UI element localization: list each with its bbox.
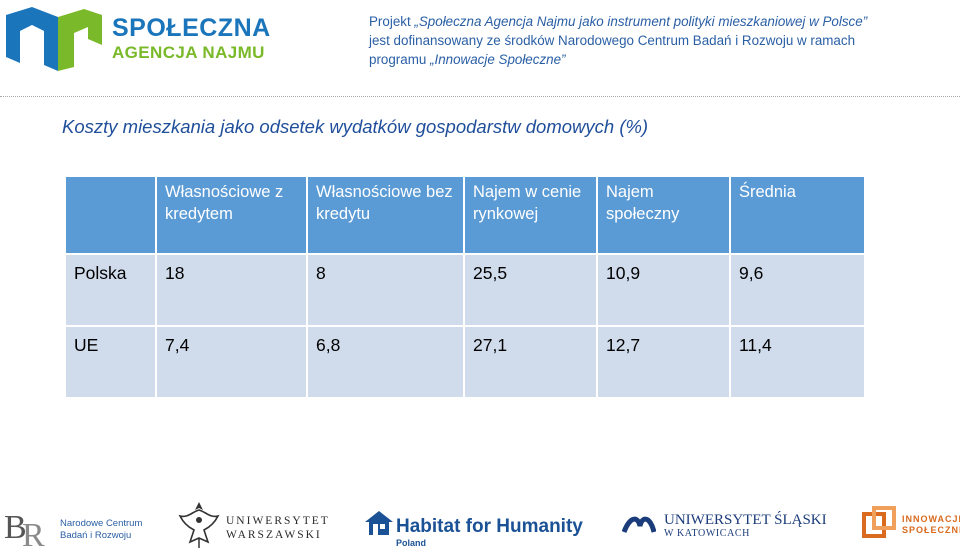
ncbr-logo-text: Narodowe Centrum Badań i Rozwoju: [60, 518, 142, 542]
table-cell: 10,9: [596, 253, 731, 327]
uw-line1: UNIWERSYTET: [226, 515, 330, 527]
project-info: Projekt „Społeczna Agencja Najmu jako in…: [369, 12, 899, 69]
logo-line1: SPOŁECZNA: [112, 14, 271, 42]
slide-title: Koszty mieszkania jako odsetek wydatków …: [62, 116, 649, 137]
logo-line2: AGENCJA NAJMU: [112, 43, 265, 62]
header-cell: Własnościowe bez kredytu: [306, 175, 465, 255]
project-prefix: Projekt: [369, 14, 415, 29]
header-divider: [0, 96, 960, 97]
us-logo-text: UNIWERSYTET ŚLĄSKI: [664, 512, 827, 528]
sna-logo-text: SPOŁECZNA AGENCJA NAJMU: [112, 14, 271, 63]
uw-eagle-icon: [176, 498, 222, 552]
svg-text:B: B: [4, 509, 27, 546]
header-cell: Najem w cenie rynkowej: [463, 175, 598, 255]
us-logo-subtext: W KATOWICACH: [664, 528, 750, 539]
table-row: Polska 18 8 25,5 10,9 9,6: [64, 253, 866, 327]
data-table: Własnościowe z kredytem Własnościowe bez…: [64, 175, 866, 399]
innowacje-logo-icon: [862, 506, 898, 545]
table-cell: 27,1: [463, 325, 598, 399]
program-prefix: programu: [369, 52, 431, 67]
row-label-cell: UE: [64, 325, 157, 399]
sna-logo-icon: [4, 5, 104, 73]
table-cell: 8: [306, 253, 465, 327]
is-line1: INNOWACJE: [902, 514, 960, 524]
header-cell: Średnia: [729, 175, 866, 255]
program-name: „Innowacje Społeczne”: [430, 52, 566, 67]
header-cell-empty: [64, 175, 157, 255]
table-row: UE 7,4 6,8 27,1 12,7 11,4: [64, 325, 866, 399]
project-funding: jest dofinansowany ze środków Narodowego…: [369, 33, 856, 48]
habitat-house-icon: [364, 510, 394, 541]
table-cell: 11,4: [729, 325, 866, 399]
svg-text:R: R: [22, 517, 45, 548]
ncbr-line1: Narodowe Centrum: [60, 518, 143, 529]
is-line2: SPOŁECZNE: [902, 525, 960, 535]
uw-line2: WARSZAWSKI: [226, 529, 322, 541]
table-cell: 7,4: [155, 325, 308, 399]
table-cell: 18: [155, 253, 308, 327]
table-cell: 9,6: [729, 253, 866, 327]
header-cell: Najem społeczny: [596, 175, 731, 255]
us-logo-icon: [621, 512, 657, 541]
ncbr-line2: Badań i Rozwoju: [60, 530, 132, 541]
uw-logo-text: UNIWERSYTET WARSZAWSKI: [226, 514, 330, 542]
footer-logos: B R Narodowe Centrum Badań i Rozwoju UNI…: [0, 490, 960, 552]
row-label-cell: Polska: [64, 253, 157, 327]
innowacje-logo-text: INNOWACJE SPOŁECZNE: [902, 514, 960, 536]
header-cell: Własnościowe z kredytem: [155, 175, 308, 255]
habitat-country: Poland: [396, 538, 427, 548]
ncbr-logo-icon: B R: [4, 508, 54, 552]
habitat-logo-text: Habitat for Humanity: [396, 516, 583, 537]
table-cell: 6,8: [306, 325, 465, 399]
project-name: „Społeczna Agencja Najmu jako instrument…: [414, 14, 868, 29]
table-cell: 25,5: [463, 253, 598, 327]
table-header-row: Własnościowe z kredytem Własnościowe bez…: [64, 175, 866, 255]
table-cell: 12,7: [596, 325, 731, 399]
